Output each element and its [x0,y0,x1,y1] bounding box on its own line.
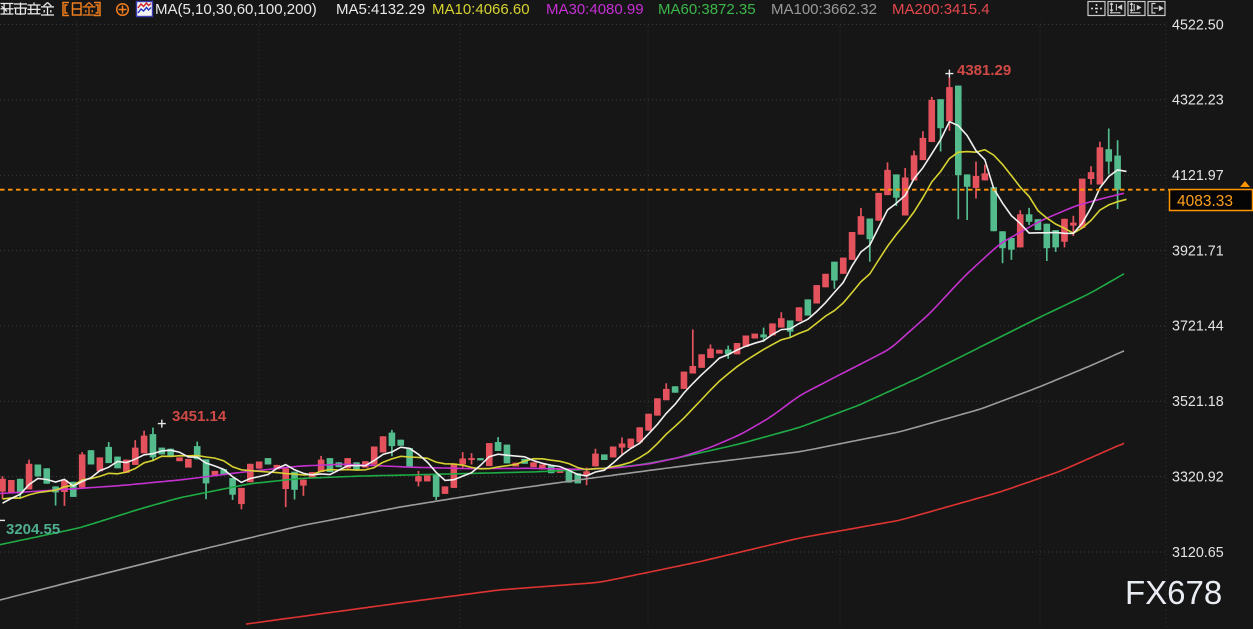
svg-text:4381.29: 4381.29 [957,62,1011,79]
svg-text:MA10:4066.60: MA10:4066.60 [432,1,530,18]
svg-text:4322.23: 4322.23 [1172,93,1224,109]
svg-text:4522.50: 4522.50 [1172,17,1224,33]
svg-text:MA60:3872.35: MA60:3872.35 [658,1,756,18]
svg-text:3120.65: 3120.65 [1172,545,1224,561]
svg-text:3521.18: 3521.18 [1172,394,1224,410]
svg-text:MA(5,10,30,60,100,200): MA(5,10,30,60,100,200) [155,1,317,18]
svg-text:FX678: FX678 [1125,574,1222,611]
svg-text:3451.14: 3451.14 [172,408,227,425]
svg-text:MA100:3662.32: MA100:3662.32 [771,1,877,18]
svg-text:4083.33: 4083.33 [1177,193,1233,210]
svg-text:4121.97: 4121.97 [1172,168,1224,184]
svg-text:MA30:4080.99: MA30:4080.99 [546,1,644,18]
svg-text:3320.92: 3320.92 [1172,469,1224,485]
svg-text:3204.55: 3204.55 [6,521,60,538]
svg-text:MA5:4132.29: MA5:4132.29 [336,1,425,18]
svg-text:3721.44: 3721.44 [1172,319,1224,335]
svg-text:MA200:3415.4: MA200:3415.4 [892,1,990,18]
svg-text:3921.71: 3921.71 [1172,243,1224,259]
